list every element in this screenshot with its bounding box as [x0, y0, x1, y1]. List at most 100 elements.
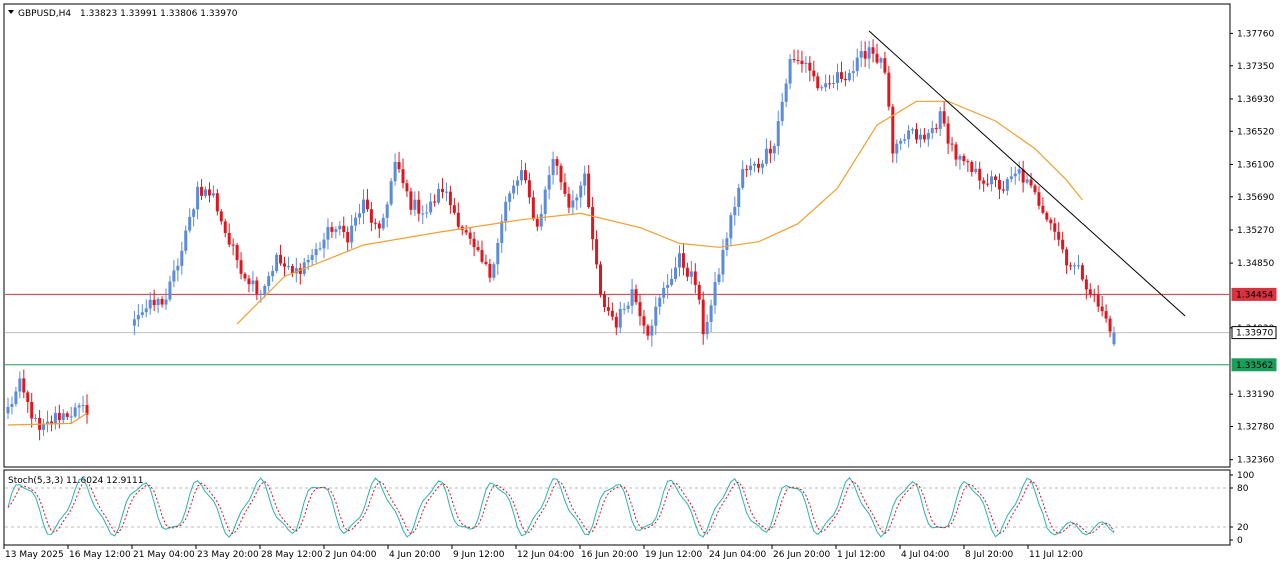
candle-body [365, 199, 369, 210]
candle-body [622, 308, 626, 310]
candle-body [433, 201, 437, 203]
time-tick-label: 1 Jul 12:00 [837, 550, 886, 560]
candle-body [204, 189, 207, 196]
candle-body [527, 180, 531, 198]
candle-body [531, 197, 535, 220]
candle-body [263, 285, 267, 294]
candle-body [456, 212, 460, 227]
candle-body [26, 392, 30, 402]
candle-body [543, 189, 547, 214]
candle-body [579, 185, 583, 198]
candle-body [279, 254, 283, 264]
candle-body [922, 134, 926, 140]
candle-body [523, 170, 527, 181]
candle-body [239, 260, 243, 274]
candle-body [899, 140, 903, 144]
candle-body [701, 299, 705, 335]
candle-body [476, 247, 480, 251]
candle-body [1033, 185, 1037, 193]
candle-body [978, 168, 982, 181]
candle-body [911, 129, 915, 131]
candle-body [1065, 249, 1069, 266]
candle-body [721, 249, 725, 275]
candle-body [516, 180, 520, 186]
candle-body [172, 270, 176, 282]
candle-body [717, 274, 721, 283]
candle-body [444, 191, 448, 193]
time-tick-label: 4 Jul 04:00 [901, 550, 950, 560]
price-tick-label: 1.32360 [1237, 456, 1274, 466]
candle-body [883, 58, 887, 73]
candle-body [697, 284, 701, 300]
candle-body [820, 87, 824, 89]
candle-body [729, 215, 733, 239]
candle-body [895, 143, 899, 154]
candle-body [970, 161, 974, 172]
candle-body [358, 213, 362, 218]
candle-body [1045, 212, 1049, 220]
stoch-tick-label: 0 [1237, 536, 1243, 546]
candle-body [393, 161, 397, 182]
candle-body [136, 315, 140, 320]
candle-body [492, 264, 496, 278]
candle-body [760, 163, 764, 168]
candle-body [1037, 192, 1041, 206]
candle-body [362, 199, 365, 214]
trendline-group[interactable] [868, 30, 1186, 317]
candle-body [377, 223, 381, 229]
candle-body [176, 265, 180, 271]
candle-body [567, 193, 571, 208]
candle-body [650, 325, 654, 336]
horizontal-levels [5, 293, 1229, 366]
candle-body [267, 276, 271, 286]
time-axis: 13 May 2025 16 May 12:00 21 May 04:00 23 Ma… [3, 545, 1083, 560]
candle-body [168, 281, 172, 300]
main-chart-frame [3, 3, 1231, 468]
resistance-price-tag-text: 1.34454 [1236, 290, 1273, 300]
candle-body [496, 242, 500, 265]
support-price-tag-text: 1.33562 [1236, 361, 1273, 371]
candle-body [504, 201, 508, 222]
candle-body [429, 201, 433, 213]
price-tick-label: 1.36520 [1237, 127, 1274, 137]
candle-body [243, 273, 247, 279]
candle-body [231, 244, 235, 246]
collapse-triangle-icon[interactable] [8, 10, 14, 14]
candle-body [346, 231, 350, 243]
candle-body [638, 302, 642, 317]
candle-body [670, 278, 674, 285]
time-tick-label: 24 Jun 04:00 [709, 550, 766, 560]
candle-body [808, 62, 812, 71]
candle-body [587, 173, 591, 207]
candle-body [990, 176, 994, 185]
candle-body [757, 163, 760, 168]
candle-body [381, 217, 385, 229]
price-tick-label: 1.34850 [1237, 259, 1274, 269]
candle-body [1096, 294, 1100, 307]
time-tick-label: 8 Jul 20:00 [965, 550, 1014, 560]
current-price-tag-bg [1231, 326, 1277, 340]
candle-body [753, 163, 757, 166]
candle-body [733, 206, 737, 216]
time-tick-label: 9 Jun 12:00 [453, 550, 505, 560]
candle-body [421, 213, 425, 215]
stoch-main-line [7, 477, 1115, 538]
candle-body [1053, 223, 1057, 232]
candle-body [1041, 205, 1045, 213]
candle-body [618, 308, 622, 328]
candle-body [152, 299, 156, 306]
candle-body [646, 325, 650, 336]
candle-body [294, 268, 298, 274]
candle-body [709, 305, 713, 322]
candle-body [180, 250, 184, 266]
candle-body [298, 268, 302, 274]
candle-body [599, 264, 602, 295]
candle-body [678, 253, 681, 268]
candle-body [271, 271, 275, 277]
candle-body [934, 128, 938, 130]
ma-line [7, 412, 88, 426]
candle-body [816, 76, 820, 89]
candle-body [1021, 169, 1025, 183]
candle-body [452, 205, 456, 213]
